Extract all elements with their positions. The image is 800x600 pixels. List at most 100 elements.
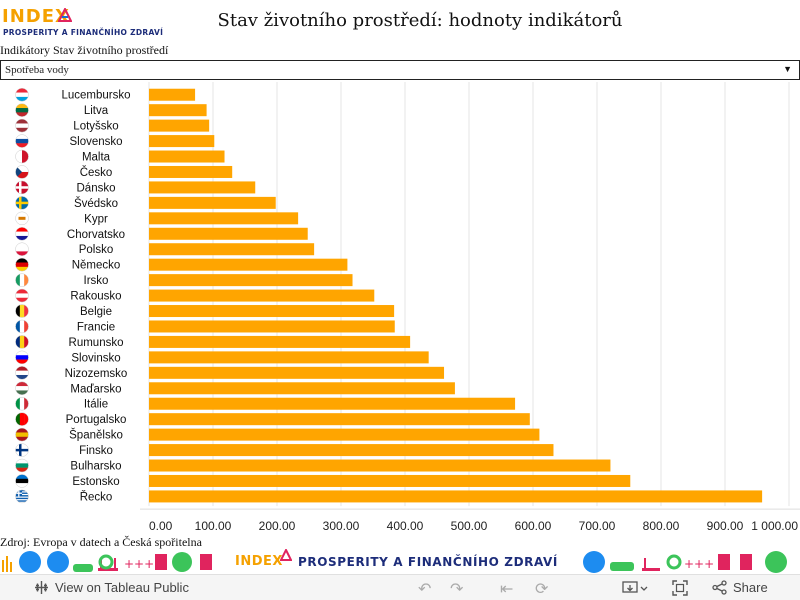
bar <box>149 351 429 364</box>
view-on-tableau-label: View on Tableau Public <box>55 580 189 595</box>
bar <box>149 444 554 457</box>
refresh-icon[interactable]: ⟳ <box>535 581 549 598</box>
source-note: Zdroj: Evropa v datech a Česká spořiteln… <box>0 535 202 549</box>
category-label: Polsko <box>79 244 114 256</box>
flag-ie-icon <box>15 273 29 287</box>
flag-de-icon <box>15 258 29 272</box>
banner-index-text: INDEX <box>235 554 283 569</box>
x-tick-label: 1 000,00 <box>751 519 798 530</box>
category-label: Malta <box>82 152 111 164</box>
flag-pt-icon <box>15 412 29 426</box>
category-label: Česko <box>80 166 113 179</box>
bar <box>149 474 631 487</box>
category-label: Španělsko <box>69 429 123 442</box>
download-icon[interactable] <box>622 581 648 595</box>
flag-bg-icon <box>15 459 29 473</box>
flag-lt-icon <box>15 103 29 117</box>
flag-sk-icon <box>15 134 29 148</box>
category-label: Bulharsko <box>70 461 121 473</box>
undo-icon[interactable]: ↶ <box>418 581 432 598</box>
x-tick-label: 500,00 <box>451 519 488 530</box>
category-label: Belgie <box>80 306 112 318</box>
flag-pl-icon <box>15 242 29 256</box>
bar <box>149 227 308 240</box>
redo-icon[interactable]: ↷ <box>450 581 464 598</box>
x-tick-label: 700,00 <box>579 519 616 530</box>
fullscreen-icon[interactable] <box>672 580 688 596</box>
flag-fi-icon <box>15 443 29 457</box>
banner-triangle-icon <box>280 549 292 561</box>
banner-text: PROSPERITY A FINANČNÍHO ZDRAVÍ <box>298 555 558 569</box>
category-label: Chorvatsko <box>67 229 125 241</box>
bar <box>149 335 411 348</box>
flag-at-icon <box>15 289 29 303</box>
bar <box>149 274 353 287</box>
index-logo: INDEX PROSPERITY A FINANČNÍHO ZDRAVÍ <box>2 6 163 40</box>
flag-nl-icon <box>15 366 29 380</box>
bar <box>149 104 207 117</box>
flag-it-icon <box>15 397 29 411</box>
bar <box>149 258 348 271</box>
category-label: Švédsko <box>74 197 118 210</box>
tableau-logo-icon <box>35 581 48 594</box>
revert-icon[interactable]: ⇤ <box>500 581 514 598</box>
category-label: Portugalsko <box>66 414 127 426</box>
bar <box>149 212 299 225</box>
flag-hr-icon <box>15 227 29 241</box>
flag-mt-icon <box>15 150 29 164</box>
bar <box>149 382 455 395</box>
flag-cz-icon <box>15 165 29 179</box>
svg-text:+++: +++ <box>684 557 714 571</box>
flag-se-icon <box>15 196 29 210</box>
flag-hu-icon <box>15 381 29 395</box>
category-label: Kypr <box>84 213 108 225</box>
x-tick-label: 800,00 <box>643 519 680 530</box>
flag-lu-icon <box>15 88 29 102</box>
filter-label: Indikátory Stav životního prostředí <box>0 43 169 57</box>
dropdown-selected-value: Spotřeba vody <box>5 64 69 76</box>
share-button[interactable]: Share <box>712 580 768 595</box>
flag-ee-icon <box>15 474 29 488</box>
bar <box>149 397 516 410</box>
view-on-tableau-button[interactable]: View on Tableau Public <box>34 580 189 595</box>
flag-cy-icon <box>15 211 29 225</box>
dropdown-arrow-icon[interactable]: ▼ <box>783 64 792 74</box>
share-label: Share <box>733 580 768 595</box>
bar <box>149 88 196 101</box>
category-label: Slovensko <box>69 136 122 148</box>
x-tick-label: 100,00 <box>195 519 232 530</box>
flag-lv-icon <box>15 119 29 133</box>
bar <box>149 413 530 426</box>
bar <box>149 150 225 163</box>
category-label: Dánsko <box>77 182 116 194</box>
flag-si-icon <box>15 350 29 364</box>
category-label: Finsko <box>79 445 113 457</box>
flag-ro-icon <box>15 335 29 349</box>
category-label: Německo <box>72 260 121 272</box>
logo-triangle-icon <box>58 8 72 22</box>
bar <box>149 305 395 318</box>
svg-text:+++: +++ <box>124 557 154 571</box>
x-tick-label: 200,00 <box>259 519 296 530</box>
logo-index-text: INDEX <box>2 6 70 27</box>
footer-banner: +++ INDEX PROSPERITY A FINANČNÍHO ZDRAVÍ… <box>0 548 800 574</box>
x-tick-label: 900,00 <box>707 519 744 530</box>
bar <box>149 289 375 302</box>
category-label: Lotyšsko <box>73 121 118 133</box>
category-label: Rumunsko <box>69 337 124 349</box>
right-decoration-icons: +++ <box>583 551 787 573</box>
flag-be-icon <box>15 304 29 318</box>
flag-es-icon <box>15 428 29 442</box>
category-label: Nizozemsko <box>65 368 128 380</box>
indicator-dropdown[interactable]: Spotřeba vody ▼ <box>0 60 800 80</box>
category-label: Maďarsko <box>70 383 121 395</box>
bar <box>149 181 256 194</box>
flag-gr-icon <box>15 489 29 502</box>
x-tick-label: 0,00 <box>149 519 173 530</box>
flag-fr-icon <box>15 319 29 333</box>
category-label: Francie <box>77 321 115 333</box>
category-label: Litva <box>84 105 109 117</box>
logo-subtitle: PROSPERITY A FINANČNÍHO ZDRAVÍ <box>3 28 164 37</box>
x-tick-label: 300,00 <box>323 519 360 530</box>
x-tick-label: 600,00 <box>515 519 552 530</box>
